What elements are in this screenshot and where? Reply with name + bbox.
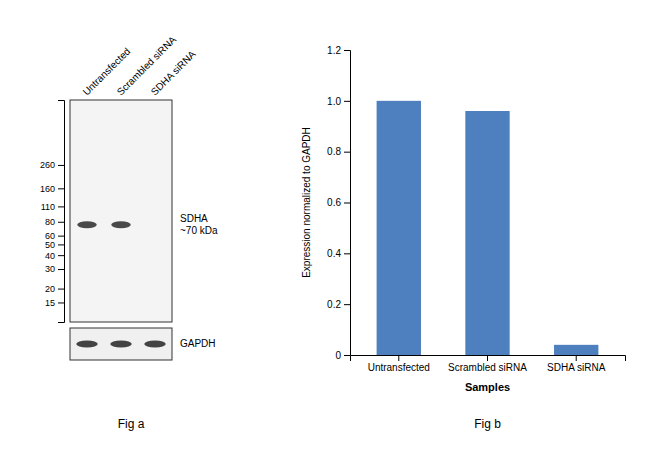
tick: 260: [40, 160, 64, 170]
caption: Fig b: [474, 417, 501, 431]
sample-label: SDHA siRNA: [149, 48, 198, 97]
band: [144, 341, 166, 348]
tick: 40: [45, 251, 64, 261]
annotation: GAPDH: [180, 338, 216, 349]
annotation: SDHA~70 kDa: [180, 212, 218, 235]
tick: 110: [41, 202, 64, 212]
tick-mark: [58, 302, 64, 303]
x-axis-title: Samples: [465, 381, 510, 393]
tick: Untransfected: [368, 355, 430, 373]
tick-label: 260: [40, 160, 55, 170]
band: [111, 221, 131, 228]
tick-label: SDHA siRNA: [547, 362, 606, 373]
gapdh-box: [70, 328, 172, 360]
tick: 0.2: [327, 299, 350, 310]
tick: SDHA siRNA: [547, 355, 606, 373]
tick-label: 0.8: [327, 146, 341, 157]
bar: [554, 345, 598, 355]
tick-label: 0.2: [327, 299, 341, 310]
tick-label: 0: [335, 350, 341, 361]
axis: 26016011080605040302015: [40, 101, 65, 323]
sample-label: Scrambled siRNA: [115, 34, 179, 98]
tick-label: 160: [40, 184, 55, 194]
tick-label: 40: [45, 251, 55, 261]
tick: Scrambled siRNA: [448, 355, 527, 373]
tick-mark: [344, 101, 350, 102]
tick-mark: [344, 355, 350, 356]
tick-label: 50: [45, 240, 55, 250]
axis-line: [344, 51, 351, 356]
tick-mark: [344, 152, 350, 153]
tick-label: Scrambled siRNA: [448, 362, 527, 373]
gel-box: [70, 100, 172, 322]
annotation-line: GAPDH: [180, 338, 216, 349]
tick-mark: [344, 50, 350, 51]
tick-mark: [487, 355, 488, 361]
tick: 0.8: [327, 146, 350, 157]
tick-mark: [58, 255, 64, 256]
annotation-line: ~70 kDa: [180, 224, 218, 235]
tick-label: 1.2: [327, 45, 341, 56]
bar: [465, 111, 509, 355]
tick-mark: [58, 188, 64, 189]
tick: 50: [45, 240, 64, 250]
band: [110, 341, 132, 348]
band: [77, 221, 97, 228]
caption: Fig a: [118, 417, 145, 431]
tick: 1.2: [327, 45, 350, 56]
tick-label: Untransfected: [368, 362, 430, 373]
tick-mark: [58, 206, 64, 207]
tick-label: 80: [45, 217, 55, 227]
tick-label: 20: [45, 284, 55, 294]
tick: 160: [40, 184, 64, 194]
tick: 0.4: [327, 248, 350, 259]
annotation-line: SDHA: [180, 212, 208, 223]
tick-label: 110: [41, 202, 55, 212]
tick: 0.6: [327, 197, 350, 208]
tick-mark: [58, 289, 64, 290]
tick-mark: [58, 165, 64, 166]
tick-mark: [344, 253, 350, 254]
tick: 30: [45, 264, 64, 274]
tick: 20: [45, 284, 64, 294]
axis: Untransfected Scrambled siRNA SDHA siRNA: [351, 355, 626, 373]
tick: 0: [335, 350, 350, 361]
tick-mark: [344, 304, 350, 305]
tick: 15: [45, 298, 64, 308]
tick-mark: [344, 203, 350, 204]
tick-mark: [58, 244, 64, 245]
bar-panel: 0 0.2 0.4 0.6 0.8 1.0 1.2 Untransfected Scramble…: [301, 45, 626, 431]
tick-label: 0.4: [327, 248, 341, 259]
blot-panel: 26016011080605040302015UntransfectedScra…: [40, 34, 218, 431]
chart-canvas: 26016011080605040302015UntransfectedScra…: [0, 0, 650, 451]
axis-line: [58, 101, 65, 323]
tick-mark: [58, 222, 64, 223]
tick-mark: [398, 355, 399, 361]
tick-label: 1.0: [327, 96, 341, 107]
tick-label: 30: [45, 264, 55, 274]
tick-mark: [58, 269, 64, 270]
tick: 80: [45, 217, 64, 227]
y-axis-title: Expression normalized to GAPDH: [301, 127, 312, 278]
tick-label: 15: [45, 298, 55, 308]
band: [76, 341, 98, 348]
bar: [377, 101, 421, 355]
tick-mark: [58, 236, 64, 237]
tick: 1.0: [327, 96, 350, 107]
tick-mark: [576, 355, 577, 361]
plot-area: [377, 101, 599, 355]
axis-line: [351, 356, 626, 362]
tick-label: 0.6: [327, 197, 341, 208]
axis: 0 0.2 0.4 0.6 0.8 1.0 1.2: [327, 45, 350, 361]
